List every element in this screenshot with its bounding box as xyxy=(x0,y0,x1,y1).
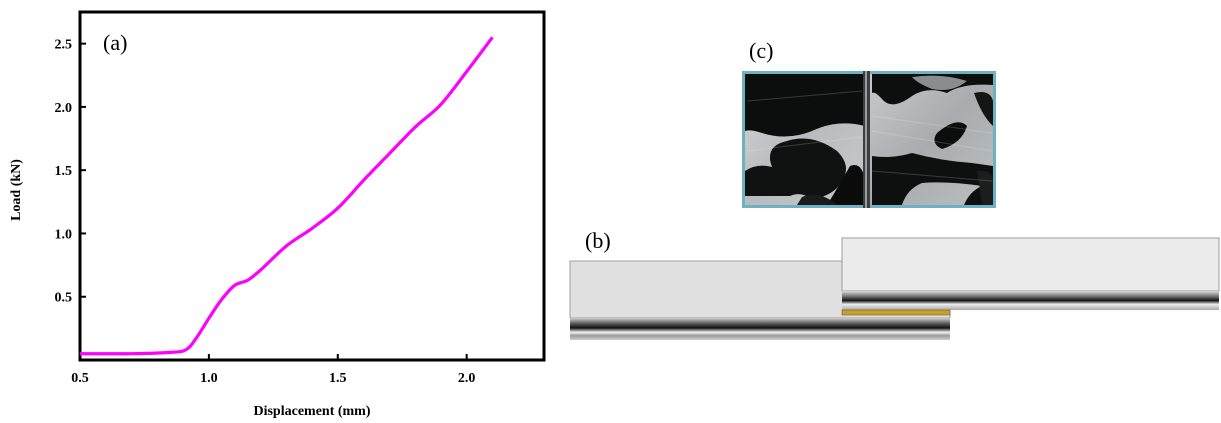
fracture-surface-photo xyxy=(742,71,996,208)
y-tick-label: 2.0 xyxy=(55,101,73,116)
axis-ticks: 0.5 1.0 1.5 2.0 0.5 1.0 1.5 2.0 2.5 xyxy=(55,38,476,386)
panel-label-c: (c) xyxy=(749,38,774,63)
panel-label-a: (a) xyxy=(103,30,127,55)
x-tick-label: 1.5 xyxy=(329,371,347,386)
x-tick-label: 0.5 xyxy=(71,371,89,386)
x-axis-label: Displacement (mm) xyxy=(253,404,370,419)
panel-label-b: (b) xyxy=(585,228,611,253)
x-tick-label: 2.0 xyxy=(458,371,476,386)
y-tick-label: 1.0 xyxy=(55,227,73,242)
y-tick-label: 0.5 xyxy=(55,291,73,306)
y-axis-label: Load (kN) xyxy=(9,159,24,221)
adhesive-layer xyxy=(841,309,951,316)
y-tick-label: 2.5 xyxy=(55,38,73,53)
plot-frame xyxy=(78,10,546,362)
series-line xyxy=(79,36,494,356)
single-lap-joint-model xyxy=(569,237,1220,340)
y-tick-label: 1.5 xyxy=(55,164,73,179)
x-tick-label: 1.0 xyxy=(200,371,218,386)
